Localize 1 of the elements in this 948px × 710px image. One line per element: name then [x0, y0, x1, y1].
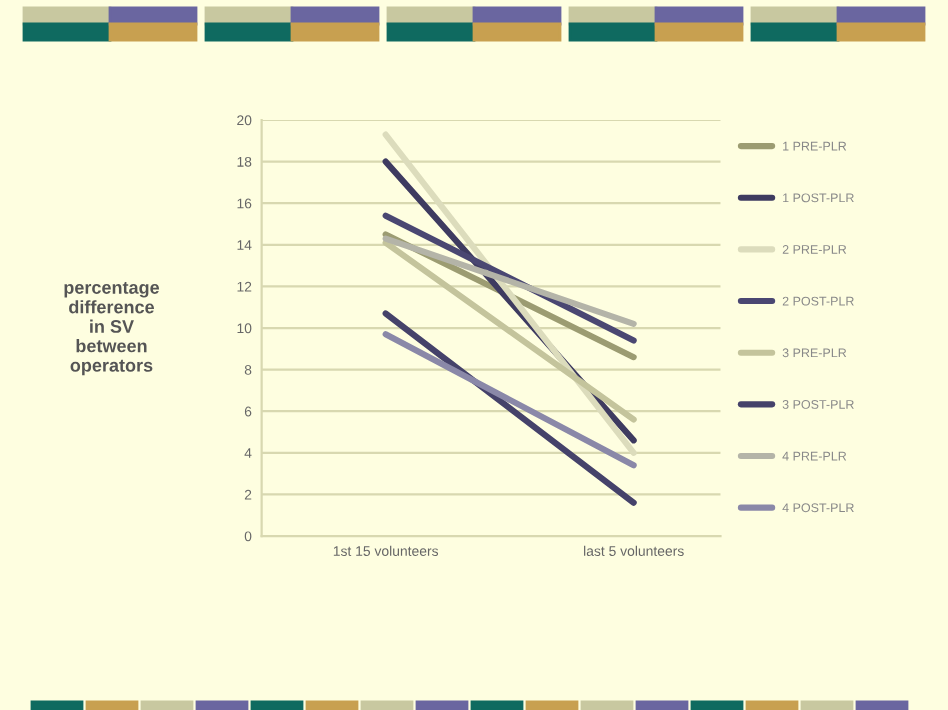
y-axis-title: percentage difference in SV between operators — [64, 281, 160, 376]
